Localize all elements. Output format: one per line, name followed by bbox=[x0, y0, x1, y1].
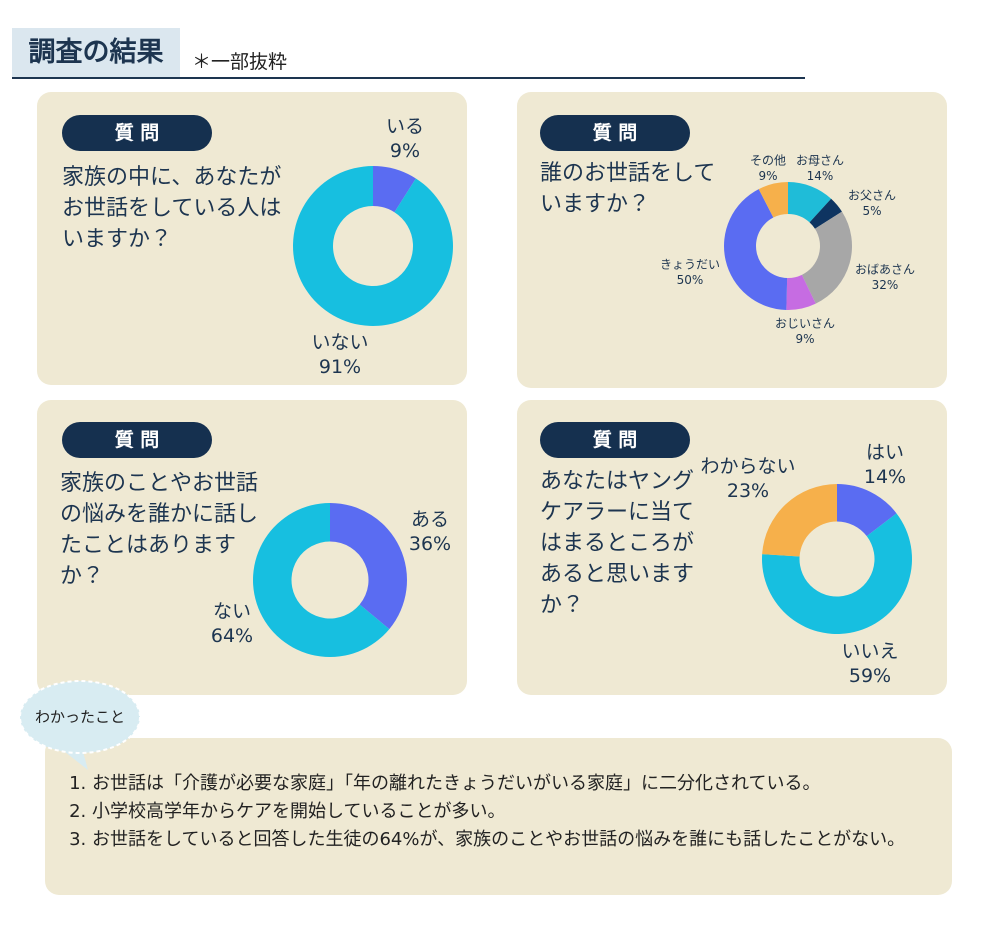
donut-slice bbox=[762, 513, 913, 634]
findings-list: お世話は「介護が必要な家庭」「年の離れたきょうだいがいる家庭」に二分化されている… bbox=[70, 770, 962, 854]
value-label: 5% bbox=[862, 204, 881, 218]
slice-label: お父さん bbox=[848, 189, 896, 203]
finding: 小学校高学年からケアを開始していることが多い。 bbox=[92, 798, 962, 826]
badge: 質 問 bbox=[540, 422, 690, 458]
header-rule bbox=[12, 77, 805, 79]
value-label: 23% bbox=[727, 480, 769, 502]
header-note: ＊一部抜粋 bbox=[192, 51, 288, 73]
slice-label: いる bbox=[386, 116, 424, 138]
slice-label: はい bbox=[866, 442, 904, 464]
badge: 質 問 bbox=[62, 115, 212, 151]
badge: 質 問 bbox=[540, 115, 690, 151]
slice-label: おばあさん bbox=[855, 263, 915, 277]
slice-label: わからない bbox=[700, 456, 795, 478]
donut-slice bbox=[330, 503, 408, 630]
value-label: 14% bbox=[807, 169, 834, 183]
slice-label: お母さん bbox=[796, 154, 844, 168]
finding: お世話をしていると回答した生徒の64%が、家族のことやお世話の悩みを誰にも話した… bbox=[92, 826, 962, 854]
value-label: 9% bbox=[758, 169, 777, 183]
badge: 質 問 bbox=[62, 422, 212, 458]
value-label: 9% bbox=[390, 140, 420, 162]
value-label: 36% bbox=[409, 533, 451, 555]
donut-slice bbox=[837, 484, 897, 537]
donut-slice bbox=[786, 274, 816, 310]
donut-slice bbox=[293, 166, 453, 326]
donut-slice bbox=[801, 211, 852, 304]
slice-label: きょうだい bbox=[660, 258, 720, 272]
bubble bbox=[19, 680, 141, 754]
value-label: 91% bbox=[319, 356, 361, 378]
donut-slice bbox=[373, 166, 416, 213]
slice-label: ない bbox=[213, 601, 251, 623]
question: 家族のことやお世話の悩みを誰かに話したことはありますか？ bbox=[60, 471, 259, 589]
question: あなたはヤングケアラーに当てはまるところがあると思いますか？ bbox=[540, 469, 695, 618]
slice-label: いない bbox=[311, 332, 368, 354]
value-label: 9% bbox=[795, 332, 814, 346]
donut-slice bbox=[253, 503, 390, 657]
findings-label: わかったこと bbox=[34, 708, 125, 726]
donut-slice bbox=[762, 484, 837, 557]
question: 誰のお世話をしていますか？ bbox=[540, 161, 716, 217]
findings-box bbox=[45, 738, 952, 895]
slice-label: ある bbox=[411, 509, 449, 531]
bubble-tail bbox=[60, 748, 88, 770]
slice-label: おじいさん bbox=[775, 317, 835, 331]
slice-label: いいえ bbox=[841, 641, 898, 663]
value-label: 50% bbox=[677, 273, 704, 287]
header-title: 調査の結果 bbox=[12, 28, 180, 78]
question: 家族の中に、あなたがお世話をしている人はいますか？ bbox=[62, 165, 282, 252]
donut-slice bbox=[724, 189, 788, 310]
value-label: 64% bbox=[211, 625, 253, 647]
donut-slice bbox=[809, 198, 842, 229]
slice-label: その他 bbox=[750, 154, 786, 168]
donut-slice bbox=[788, 182, 832, 223]
value-label: 32% bbox=[872, 278, 899, 292]
finding: お世話は「介護が必要な家庭」「年の離れたきょうだいがいる家庭」に二分化されている… bbox=[92, 770, 962, 798]
value-label: 59% bbox=[849, 665, 891, 687]
donut-slice bbox=[758, 182, 788, 218]
value-label: 14% bbox=[864, 466, 906, 488]
